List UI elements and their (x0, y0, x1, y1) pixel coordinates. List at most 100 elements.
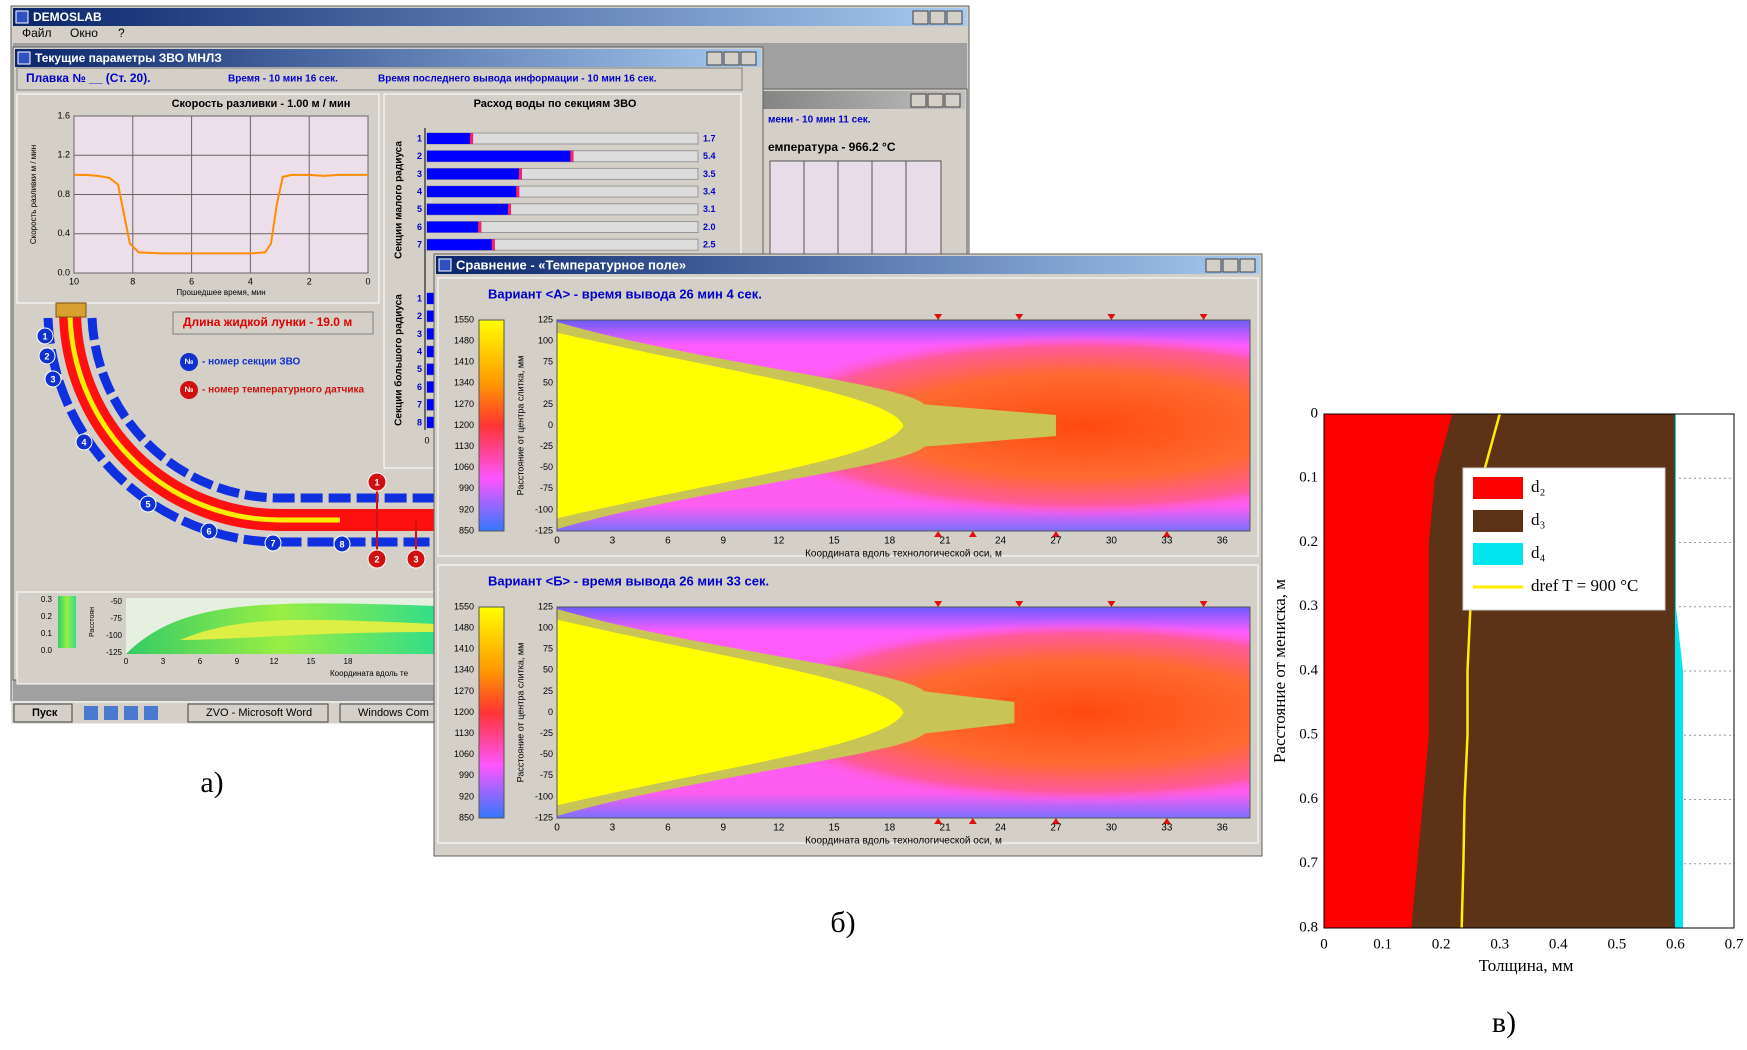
tick-label: -50 (110, 597, 122, 606)
x-tick-label: 0 (365, 276, 370, 286)
x-tick-label: 4 (248, 276, 253, 286)
colorbar-tick-label: 1060 (454, 462, 474, 472)
y-axis-title: Расстояние от центра слитка, мм (515, 643, 525, 783)
window-button[interactable] (1223, 259, 1238, 272)
window-button[interactable] (707, 52, 722, 65)
label: Плавка № __ (Ст. 20). (26, 71, 151, 85)
colorbar-tick-label: 850 (459, 525, 474, 535)
window-button[interactable] (930, 11, 945, 24)
tick-label: 18 (344, 657, 353, 666)
window-button[interactable] (741, 52, 756, 65)
legend-text: - номер секции ЗВО (202, 357, 301, 368)
x-tick-label: 24 (995, 823, 1007, 834)
x-tick-label: 0.1 (1373, 936, 1392, 952)
x-tick-label: 6 (665, 536, 671, 547)
section-number: 3 (50, 374, 55, 384)
x-tick-label: 6 (189, 276, 194, 286)
colorbar-tick-label: 1060 (454, 749, 474, 759)
y-tick-label: -75 (540, 770, 553, 780)
category-label: 7 (417, 240, 422, 250)
x-tick-label: 36 (1217, 536, 1229, 547)
window-button[interactable] (1206, 259, 1221, 272)
y-tick-label: -25 (540, 441, 553, 451)
quick-launch-icon[interactable] (124, 706, 138, 720)
bar (427, 186, 519, 197)
screenshot: DEMOSLABФайлОкно?мени - 10 мин 11 сек.ем… (0, 0, 1747, 1045)
x-tick-label: 30 (1106, 536, 1118, 547)
colorbar-tick-label: 850 (459, 812, 474, 822)
bar-tip (519, 168, 522, 179)
value-label: 2.5 (703, 240, 716, 250)
y-tick-label: 0.2 (1299, 534, 1318, 550)
y-tick-label: 0.8 (57, 189, 70, 199)
section-number: 1 (42, 331, 47, 341)
legend-label: d₄ (1531, 543, 1546, 562)
x-tick-label: 3 (610, 823, 616, 834)
y-tick-label: 75 (543, 644, 553, 654)
x-tick-label: 0.4 (1549, 936, 1568, 952)
legend-label: d₃ (1531, 510, 1546, 529)
x-tick-label: 10 (69, 276, 79, 286)
label: Время последнего вывода информации - 10 … (378, 73, 657, 85)
y-tick-label: 0.4 (57, 228, 70, 238)
category-label: 4 (417, 186, 422, 196)
window-button[interactable] (945, 94, 960, 107)
y-tick-label: 75 (543, 357, 553, 367)
y-axis-title: Скорость разливки м / мин (29, 145, 38, 244)
page: DEMOSLABФайлОкно?мени - 10 мин 11 сек.ем… (0, 0, 1747, 1045)
section-number: 5 (145, 499, 150, 509)
quick-launch-icon[interactable] (84, 706, 98, 720)
bar (427, 239, 495, 250)
category-label: 5 (417, 204, 422, 214)
menu-item[interactable]: Окно (70, 26, 98, 40)
x-tick-label: 0.3 (1490, 936, 1509, 952)
label: Длина жидкой лунки - 19.0 м (183, 315, 352, 329)
window-button[interactable] (911, 94, 926, 107)
window-button[interactable] (724, 52, 739, 65)
y-tick-label: -50 (540, 749, 553, 759)
y-tick-label: -125 (535, 812, 553, 822)
tick-label: 15 (307, 657, 316, 666)
colorbar-tick-label: 1550 (454, 314, 474, 324)
taskbar-label: Пуск (32, 707, 58, 719)
menu-item[interactable]: Файл (22, 26, 52, 40)
taskbar-label: ZVO - Microsoft Word (206, 707, 312, 719)
badge-text: № (185, 357, 194, 366)
window-button[interactable] (913, 11, 928, 24)
window-button[interactable] (928, 94, 943, 107)
quick-launch-icon[interactable] (144, 706, 158, 720)
colorbar-tick-label: 990 (459, 770, 474, 780)
legend-swatch (1473, 510, 1523, 532)
y-tick-label: -100 (535, 791, 553, 801)
x-tick-label: 21 (940, 823, 952, 834)
figure-caption: в) (1492, 1006, 1516, 1039)
window-button[interactable] (947, 11, 962, 24)
axis-label: 0 (424, 435, 429, 445)
colorbar (479, 607, 504, 818)
colorbar-tick-label: 1340 (454, 665, 474, 675)
bar (427, 168, 522, 179)
chart-title: Расход воды по секциям ЗВО (474, 98, 637, 110)
colorbar-tick-label: 1410 (454, 357, 474, 367)
y-tick-label: 0.3 (1299, 598, 1318, 614)
panel-header: Вариант <Б> - время вывода 26 мин 33 сек… (488, 573, 769, 588)
chart-title: Скорость разливки - 1.00 м / мин (172, 98, 351, 110)
menu-item[interactable]: ? (118, 26, 125, 40)
bar-tip (508, 204, 511, 215)
x-tick-label: 0 (1320, 936, 1328, 952)
category-label: 7 (417, 400, 422, 410)
y-tick-label: 1.2 (57, 150, 70, 160)
tick-label: 9 (235, 657, 240, 666)
y-axis-title: Расстояние от мениска, м (1270, 579, 1289, 763)
colorbar-tick-label: 920 (459, 791, 474, 801)
section-number: 7 (270, 538, 275, 548)
axis-title: Координата вдоль те (330, 669, 409, 678)
x-axis-title: Толщина, мм (1479, 956, 1574, 975)
category-label: 3 (417, 329, 422, 339)
bar (427, 151, 573, 162)
x-tick-label: 3 (610, 536, 616, 547)
figure-caption: б) (830, 906, 855, 939)
window-button[interactable] (1240, 259, 1255, 272)
colorbar-tick-label: 1550 (454, 601, 474, 611)
quick-launch-icon[interactable] (104, 706, 118, 720)
